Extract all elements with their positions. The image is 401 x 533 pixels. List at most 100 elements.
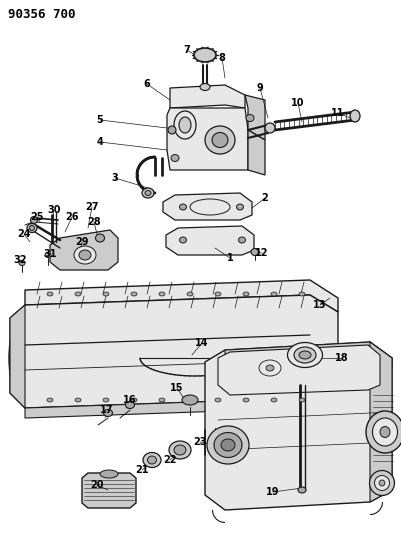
Ellipse shape	[271, 398, 277, 402]
Ellipse shape	[30, 216, 38, 223]
Ellipse shape	[299, 292, 305, 296]
Ellipse shape	[266, 365, 274, 371]
Text: 1: 1	[227, 253, 233, 263]
Text: 15: 15	[170, 383, 184, 393]
Ellipse shape	[142, 188, 154, 198]
Ellipse shape	[30, 225, 34, 230]
Ellipse shape	[294, 347, 316, 363]
Text: 28: 28	[87, 217, 101, 227]
Ellipse shape	[212, 133, 228, 148]
Ellipse shape	[221, 439, 235, 451]
Ellipse shape	[168, 126, 176, 134]
Ellipse shape	[27, 223, 37, 232]
Polygon shape	[245, 95, 265, 140]
Ellipse shape	[243, 398, 249, 402]
Text: 23: 23	[193, 437, 207, 447]
Ellipse shape	[375, 475, 389, 490]
Text: 26: 26	[65, 212, 79, 222]
Text: 25: 25	[30, 212, 44, 222]
Text: 2: 2	[261, 193, 268, 203]
Ellipse shape	[95, 234, 105, 242]
Polygon shape	[225, 342, 392, 368]
Ellipse shape	[143, 453, 161, 467]
Ellipse shape	[100, 470, 118, 478]
Ellipse shape	[131, 292, 137, 296]
Text: 11: 11	[331, 108, 345, 118]
Ellipse shape	[180, 237, 186, 243]
Polygon shape	[163, 193, 252, 220]
Polygon shape	[248, 130, 265, 175]
Ellipse shape	[159, 398, 165, 402]
Ellipse shape	[103, 409, 113, 416]
Ellipse shape	[187, 292, 193, 296]
Polygon shape	[82, 473, 136, 508]
Polygon shape	[218, 345, 380, 395]
Polygon shape	[25, 280, 338, 312]
Ellipse shape	[74, 246, 96, 264]
Polygon shape	[166, 226, 254, 255]
Ellipse shape	[180, 204, 186, 210]
Ellipse shape	[200, 84, 210, 91]
Text: 27: 27	[85, 202, 99, 212]
Ellipse shape	[47, 398, 53, 402]
Bar	[250, 357, 290, 385]
Text: 6: 6	[144, 79, 150, 89]
Ellipse shape	[205, 126, 235, 154]
Text: 18: 18	[335, 353, 349, 363]
Ellipse shape	[214, 432, 242, 457]
Text: 12: 12	[255, 248, 269, 258]
Ellipse shape	[366, 411, 401, 453]
Ellipse shape	[47, 292, 53, 296]
Text: 16: 16	[123, 395, 137, 405]
Ellipse shape	[215, 398, 221, 402]
Ellipse shape	[350, 110, 360, 122]
Text: 19: 19	[266, 487, 280, 497]
Text: 10: 10	[291, 98, 305, 108]
Text: 13: 13	[313, 300, 327, 310]
Ellipse shape	[299, 398, 305, 402]
Polygon shape	[50, 230, 118, 270]
Ellipse shape	[298, 487, 306, 493]
Ellipse shape	[380, 426, 390, 438]
Polygon shape	[370, 342, 392, 502]
Ellipse shape	[187, 398, 193, 402]
Text: 17: 17	[100, 405, 114, 415]
Ellipse shape	[265, 123, 275, 133]
Ellipse shape	[174, 111, 196, 139]
Ellipse shape	[299, 351, 311, 359]
Ellipse shape	[215, 292, 221, 296]
Ellipse shape	[243, 292, 249, 296]
Ellipse shape	[251, 248, 259, 255]
Text: 5: 5	[97, 115, 103, 125]
Polygon shape	[170, 85, 245, 108]
Ellipse shape	[169, 441, 191, 459]
Text: 3: 3	[111, 173, 118, 183]
Text: 24: 24	[17, 229, 31, 239]
Text: 8: 8	[219, 53, 225, 63]
Text: 21: 21	[135, 465, 149, 475]
Ellipse shape	[103, 398, 109, 402]
Polygon shape	[167, 108, 248, 170]
Text: 29: 29	[75, 237, 89, 247]
Ellipse shape	[369, 471, 395, 496]
Polygon shape	[10, 295, 338, 408]
Text: 7: 7	[184, 45, 190, 55]
Ellipse shape	[379, 480, 385, 486]
Polygon shape	[25, 385, 338, 418]
Polygon shape	[10, 305, 25, 408]
Ellipse shape	[182, 395, 198, 405]
Text: 30: 30	[47, 205, 61, 215]
Ellipse shape	[179, 117, 191, 133]
Ellipse shape	[194, 48, 216, 62]
Ellipse shape	[75, 398, 81, 402]
Ellipse shape	[148, 456, 156, 464]
Text: 32: 32	[13, 255, 27, 265]
Ellipse shape	[145, 190, 151, 196]
Ellipse shape	[159, 292, 165, 296]
Text: 9: 9	[257, 83, 263, 93]
Text: 31: 31	[43, 249, 57, 259]
Ellipse shape	[171, 155, 179, 161]
Ellipse shape	[246, 115, 254, 122]
Ellipse shape	[239, 237, 245, 243]
Text: 14: 14	[195, 338, 209, 348]
